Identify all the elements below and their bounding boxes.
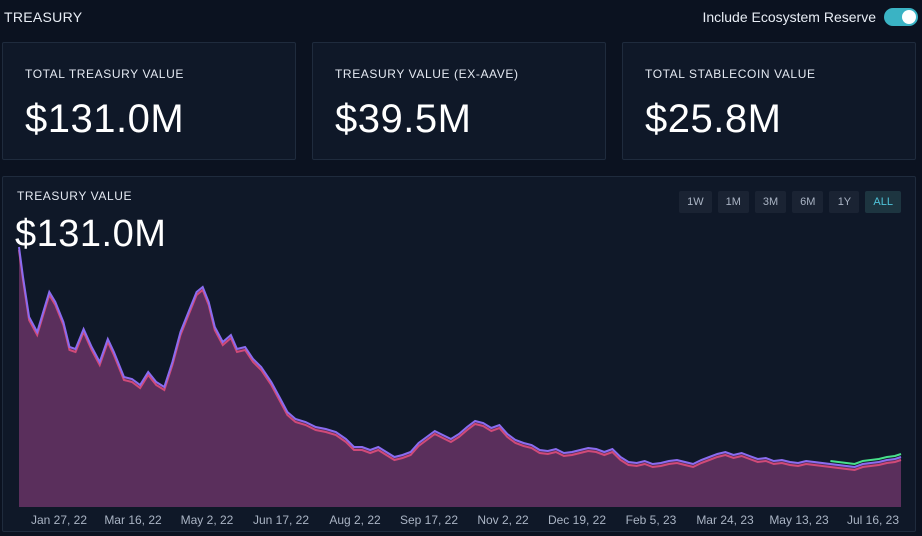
- toggle-knob: [902, 10, 916, 24]
- card-value: $39.5M: [335, 97, 472, 141]
- x-tick-label: Dec 19, 22: [548, 513, 606, 527]
- x-tick-label: Jul 16, 23: [847, 513, 899, 527]
- ecosystem-reserve-toggle-group: Include Ecosystem Reserve: [702, 8, 918, 26]
- chart-label: TREASURY VALUE: [17, 189, 133, 203]
- range-button-all[interactable]: ALL: [865, 191, 901, 213]
- series-line-lower: [18, 249, 902, 472]
- x-tick-label: Mar 24, 23: [696, 513, 754, 527]
- card-label: TOTAL STABLECOIN VALUE: [645, 67, 816, 81]
- range-button-6m[interactable]: 6M: [792, 191, 824, 213]
- x-tick-label: Aug 2, 22: [329, 513, 381, 527]
- toggle-label: Include Ecosystem Reserve: [702, 9, 876, 25]
- range-button-1m[interactable]: 1M: [717, 191, 749, 213]
- series-line-recent: [830, 453, 902, 466]
- treasury-area: [19, 247, 901, 507]
- card-label: TREASURY VALUE (EX-AAVE): [335, 67, 519, 81]
- treasury-value-ex-aave-card: TREASURY VALUE (EX-AAVE) $39.5M: [312, 42, 606, 160]
- card-value: $131.0M: [25, 97, 185, 141]
- x-tick-label: May 2, 22: [181, 513, 234, 527]
- total-treasury-value-card: TOTAL TREASURY VALUE $131.0M: [2, 42, 296, 160]
- range-button-1w[interactable]: 1W: [679, 191, 712, 213]
- treasury-chart-panel: Jan 27, 22 Mar 16, 22 May 2, 22 Jun 17, 22 A…: [2, 176, 916, 532]
- card-label: TOTAL TREASURY VALUE: [25, 67, 184, 81]
- x-tick-label: May 13, 23: [769, 513, 829, 527]
- page-title: TREASURY: [4, 9, 83, 25]
- treasury-area-chart: Jan 27, 22 Mar 16, 22 May 2, 22 Jun 17, 22 A…: [18, 246, 902, 527]
- card-value: $25.8M: [645, 97, 782, 141]
- x-tick-label: Feb 5, 23: [626, 513, 677, 527]
- x-tick-label: Jan 27, 22: [31, 513, 87, 527]
- range-button-3m[interactable]: 3M: [754, 191, 787, 213]
- range-button-1y[interactable]: 1Y: [829, 191, 860, 213]
- chart-value: $131.0M: [15, 213, 167, 255]
- x-tick-label: Sep 17, 22: [400, 513, 458, 527]
- ecosystem-reserve-toggle[interactable]: [884, 8, 918, 26]
- time-range-selector: 1W 1M 3M 6M 1Y ALL: [679, 191, 901, 213]
- series-line-upper: [18, 246, 902, 469]
- header: TREASURY Include Ecosystem Reserve: [4, 8, 918, 28]
- x-tick-label: Mar 16, 22: [104, 513, 162, 527]
- x-tick-label: Nov 2, 22: [477, 513, 529, 527]
- x-tick-label: Jun 17, 22: [253, 513, 309, 527]
- total-stablecoin-value-card: TOTAL STABLECOIN VALUE $25.8M: [622, 42, 916, 160]
